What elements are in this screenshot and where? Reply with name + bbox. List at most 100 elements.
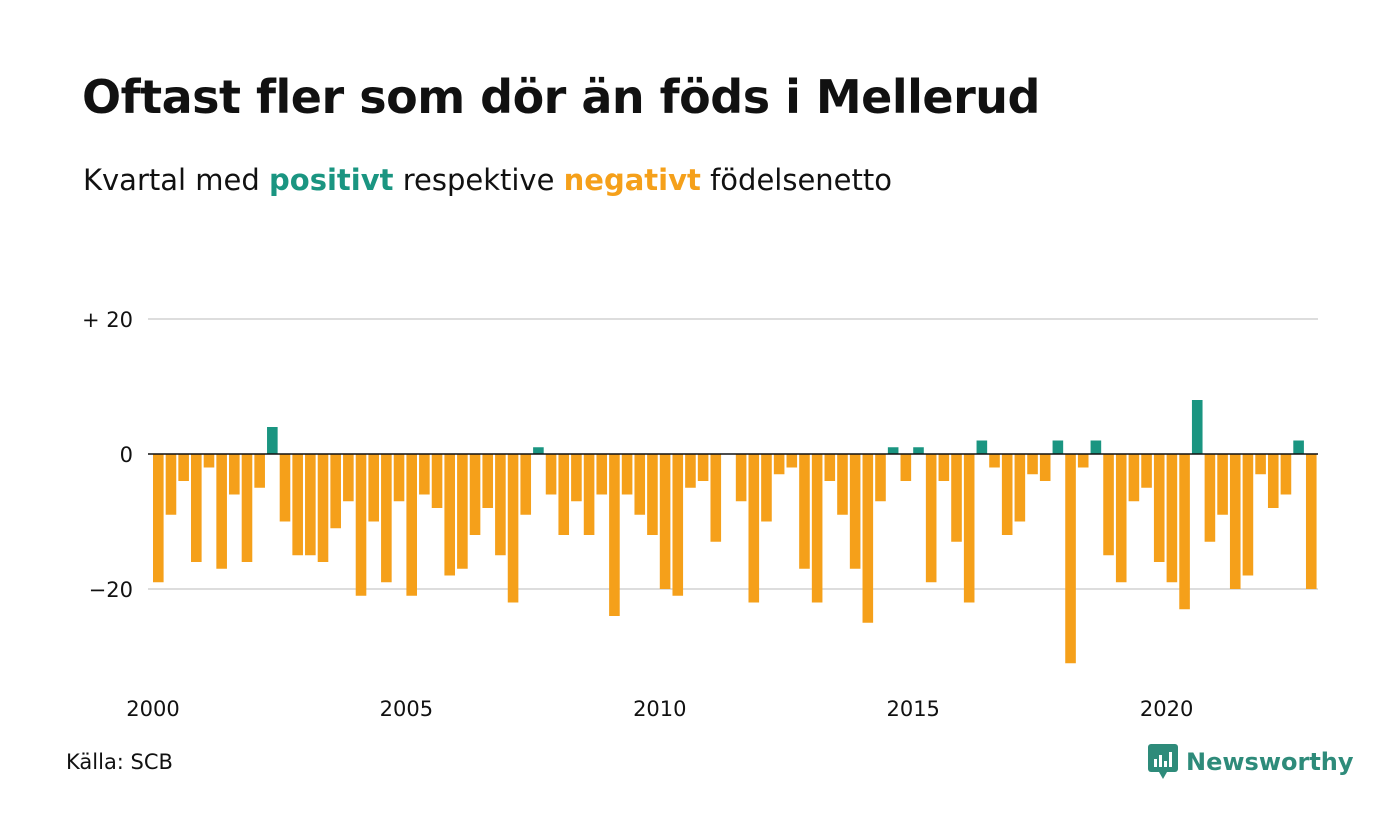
bar [647, 454, 658, 535]
newsworthy-logo-icon [1148, 744, 1178, 779]
bar [1293, 440, 1304, 454]
x-tick-label: 2005 [380, 697, 433, 721]
bar [887, 447, 899, 454]
bar [469, 454, 481, 535]
bar [875, 454, 886, 502]
bar-layer [153, 400, 1317, 664]
bar [267, 427, 278, 454]
subtitle-suffix: födelsenetto [710, 163, 892, 197]
bar [1077, 454, 1089, 468]
bar [457, 454, 468, 569]
bar [165, 454, 177, 515]
bar [406, 454, 417, 596]
bar [773, 454, 785, 475]
bar [583, 454, 595, 535]
bar [976, 440, 988, 454]
bar [381, 454, 392, 583]
bar [216, 454, 227, 569]
bar [837, 454, 848, 515]
bar [1305, 454, 1317, 589]
bar [799, 454, 810, 569]
subtitle-middle: respektive [402, 163, 555, 197]
bar [292, 454, 303, 556]
bar [963, 454, 975, 603]
bar [951, 454, 962, 542]
y-tick-label: −20 [89, 578, 133, 602]
bar [520, 454, 532, 515]
bar [1115, 454, 1127, 583]
bar [900, 454, 912, 481]
bar [305, 454, 316, 556]
bar [1242, 454, 1254, 576]
bar [1039, 454, 1051, 481]
bar [507, 454, 519, 603]
bar [571, 454, 582, 502]
source-note: Källa: SCB [66, 750, 173, 774]
bar [735, 454, 747, 502]
bar [1179, 454, 1190, 610]
x-tick-label: 2015 [886, 697, 939, 721]
bar [1267, 454, 1279, 508]
bar [672, 454, 684, 596]
bar [1229, 454, 1241, 589]
bar [178, 454, 189, 481]
bar [1141, 454, 1152, 488]
bar [913, 447, 924, 454]
bar [1153, 454, 1165, 562]
bar [596, 454, 608, 495]
bar [1027, 454, 1038, 475]
bar [685, 454, 696, 488]
chart-title: Oftast fler som dör än föds i Mellerud [82, 70, 1040, 124]
bar [862, 454, 874, 623]
bar [495, 454, 506, 556]
bar [849, 454, 861, 569]
y-tick-label: 0 [120, 443, 133, 467]
subtitle-positive-word: positivt [269, 163, 394, 197]
bar [1166, 454, 1178, 583]
bar [279, 454, 291, 522]
bar [1001, 454, 1013, 535]
x-tick-label: 2000 [126, 697, 179, 721]
bar [444, 454, 456, 576]
bar [811, 454, 823, 603]
bar [343, 454, 354, 502]
bar [989, 454, 1000, 468]
bar [1280, 454, 1292, 495]
bar [229, 454, 240, 495]
x-tick-label: 2010 [633, 697, 686, 721]
bar [1014, 454, 1026, 522]
x-tick-label: 2020 [1140, 697, 1193, 721]
bar [938, 454, 950, 481]
bar [824, 454, 836, 481]
bar-chart: + 20 0 −20 2000 2005 2010 2015 2020 [82, 308, 1318, 721]
grid-layer [148, 318, 1318, 590]
bar [203, 454, 215, 468]
y-tick-label: + 20 [82, 308, 133, 332]
brand-name: Newsworthy [1186, 748, 1354, 776]
bar [748, 454, 760, 603]
bar [368, 454, 379, 522]
bar [191, 454, 202, 562]
bar [419, 454, 430, 495]
bar [609, 454, 620, 616]
bar [634, 454, 646, 515]
bar [393, 454, 405, 502]
bar [1065, 454, 1076, 664]
bar [697, 454, 709, 481]
bar [659, 454, 671, 589]
bar [925, 454, 937, 583]
bar [710, 454, 722, 542]
axis-layer: + 20 0 −20 2000 2005 2010 2015 2020 [82, 308, 1318, 721]
bar [786, 454, 798, 468]
bar [1090, 440, 1102, 454]
bar [153, 454, 164, 583]
bar [533, 447, 544, 454]
bar [1052, 440, 1064, 454]
bar [1128, 454, 1140, 502]
bar [355, 454, 367, 596]
bar [254, 454, 265, 488]
bar [1217, 454, 1228, 515]
chart-subtitle: Kvartal med positivt respektive negativt… [83, 163, 892, 197]
bar [761, 454, 772, 522]
subtitle-prefix: Kvartal med [83, 163, 260, 197]
